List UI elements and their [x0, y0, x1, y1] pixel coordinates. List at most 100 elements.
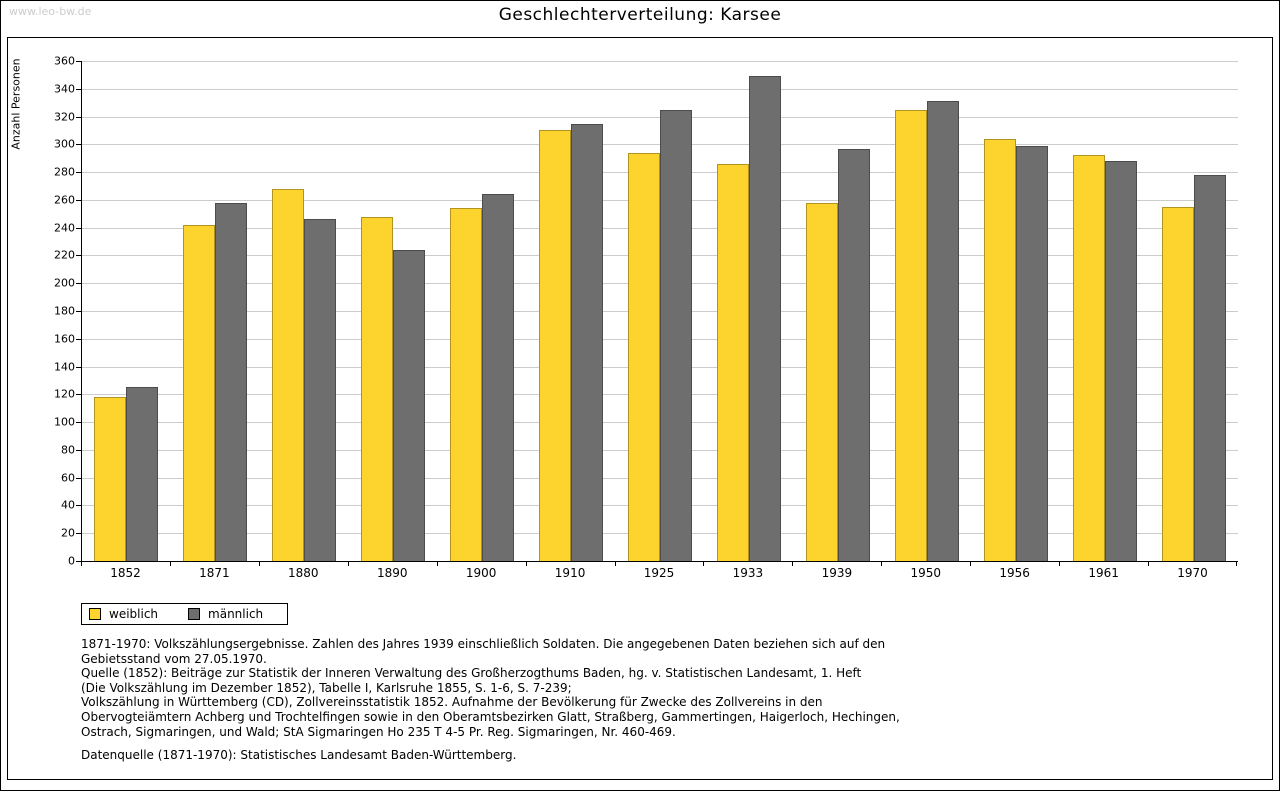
- bar-weiblich-1939: [805, 202, 838, 561]
- footer-line: Quelle (1852): Beiträge zur Statistik de…: [81, 666, 862, 681]
- bar-männlich-1933: [748, 76, 781, 561]
- y-axis-tick: [76, 533, 81, 535]
- y-axis-tick-label: 300: [54, 137, 75, 151]
- bar-weiblich-1970: [1161, 206, 1194, 561]
- x-axis-tick: [970, 562, 972, 566]
- gridline: [82, 88, 1238, 90]
- bar-männlich-1900: [482, 194, 515, 561]
- y-axis-tick-label: 80: [61, 443, 75, 457]
- x-axis-tick: [258, 562, 260, 566]
- footer-line: Volkszählung in Württemberg (CD), Zollve…: [81, 695, 823, 710]
- legend-item-männlich: männlich: [188, 607, 263, 621]
- footer-line: Gebietsstand vom 27.05.1970.: [81, 651, 267, 666]
- y-axis-title: Anzahl Personen: [9, 58, 23, 150]
- bar-männlich-1925: [660, 109, 692, 561]
- x-axis-tick: [525, 562, 527, 566]
- y-axis-tick-label: 280: [54, 165, 75, 179]
- x-axis-tick: [881, 562, 883, 566]
- x-axis-tick: [169, 562, 171, 566]
- x-axis-tick-label: 1956: [999, 566, 1030, 580]
- bar-männlich-1939: [837, 148, 870, 561]
- legend: weiblich männlich: [81, 603, 289, 625]
- x-axis-labels: 1852 1871 1880 1890 1900 1910 1925 1933 1939 1950…: [81, 566, 1237, 582]
- x-axis-ticks: [81, 562, 1237, 567]
- bar-weiblich-1925: [628, 152, 660, 561]
- y-axis-tick: [76, 311, 81, 312]
- y-axis-tick-label: 140: [54, 360, 75, 374]
- bar-männlich-1910: [571, 123, 604, 561]
- y-axis-tick: [76, 477, 81, 479]
- y-axis-tick-label: 200: [54, 276, 75, 290]
- legend-item-weiblich: weiblich: [89, 607, 158, 621]
- footer-line: Obervogteiämtern Achberg und Trochtelfin…: [81, 709, 900, 724]
- y-axis-ticks: [76, 61, 81, 562]
- x-axis-tick-label: 1880: [288, 566, 319, 580]
- bar-weiblich-1900: [450, 208, 483, 561]
- y-axis-tick-label: 340: [54, 82, 75, 96]
- y-axis-tick-label: 240: [54, 221, 75, 235]
- watermark: www.leo-bw.de: [9, 5, 92, 18]
- bar-männlich-1970: [1193, 174, 1226, 561]
- y-axis-tick: [76, 227, 81, 229]
- y-axis-tick: [76, 283, 81, 285]
- y-axis-tick: [76, 561, 81, 562]
- legend-label: weiblich: [109, 607, 159, 621]
- x-axis-tick: [81, 562, 82, 566]
- bar-weiblich-1933: [716, 163, 749, 561]
- legend-label: männlich: [208, 607, 264, 621]
- x-axis-tick: [1236, 562, 1237, 566]
- x-axis-tick-label: 1939: [821, 566, 853, 580]
- x-axis-tick: [703, 562, 705, 566]
- x-axis-tick: [347, 562, 349, 566]
- bar-weiblich-1961: [1072, 155, 1105, 561]
- x-axis-tick: [1059, 562, 1061, 566]
- bar-männlich-1961: [1104, 161, 1137, 561]
- bar-weiblich-1956: [983, 138, 1016, 561]
- y-axis-tick-label: 20: [61, 526, 75, 540]
- y-axis-tick: [76, 116, 81, 118]
- y-axis-tick: [76, 449, 81, 451]
- y-axis-tick-label: 100: [54, 415, 75, 429]
- x-axis-tick-label: 1890: [376, 566, 408, 580]
- y-axis-tick: [76, 61, 81, 62]
- bar-männlich-1890: [393, 249, 426, 561]
- x-axis-tick-label: 1852: [110, 566, 141, 580]
- footer-notes: 1871-1970: Volkszählungsergebnisse. Zahl…: [81, 637, 900, 739]
- y-axis-tick-label: 180: [54, 304, 75, 318]
- footer-line: 1871-1970: Volkszählungsergebnisse. Zahl…: [81, 637, 886, 651]
- bar-weiblich-1880: [272, 188, 305, 561]
- bar-männlich-1871: [215, 202, 248, 561]
- legend-swatch-männlich: [188, 608, 201, 620]
- y-axis-tick: [76, 144, 81, 146]
- bar-weiblich-1852: [94, 397, 127, 561]
- x-axis-tick-label: 1900: [465, 566, 497, 580]
- x-axis-tick-label: 1925: [643, 566, 675, 580]
- x-axis-tick: [614, 562, 616, 566]
- bar-weiblich-1950: [894, 109, 927, 561]
- x-axis-tick: [436, 562, 438, 566]
- y-axis-tick: [76, 172, 81, 174]
- chart-title: Geschlechterverteilung: Karsee: [498, 5, 782, 25]
- gridline: [82, 61, 1238, 62]
- y-axis-tick: [76, 505, 81, 507]
- bar-weiblich-1871: [183, 224, 216, 561]
- y-axis-tick: [76, 422, 81, 424]
- y-axis-tick: [76, 366, 81, 368]
- x-axis-tick-label: 1871: [199, 566, 230, 580]
- plot-area: [81, 61, 1238, 562]
- footer-datasource: Datenquelle (1871-1970): Statistisches L…: [81, 748, 517, 763]
- y-axis-tick-label: 220: [54, 248, 75, 262]
- y-axis-tick: [76, 338, 81, 340]
- y-axis-tick-label: 260: [54, 193, 75, 207]
- bar-weiblich-1890: [361, 216, 394, 561]
- y-axis-tick-label: 360: [54, 54, 75, 68]
- x-axis-tick-label: 1933: [732, 566, 764, 580]
- y-axis-tick-label: 320: [54, 110, 75, 124]
- footer: 1871-1970: Volkszählungsergebnisse. Zahl…: [81, 637, 900, 763]
- y-axis-tick: [76, 255, 81, 257]
- bar-männlich-1950: [926, 101, 959, 561]
- y-axis-tick-label: 120: [54, 387, 75, 401]
- footer-line: (Die Volkszählung im Dezember 1852), Tab…: [81, 680, 572, 695]
- y-axis-tick: [76, 88, 81, 90]
